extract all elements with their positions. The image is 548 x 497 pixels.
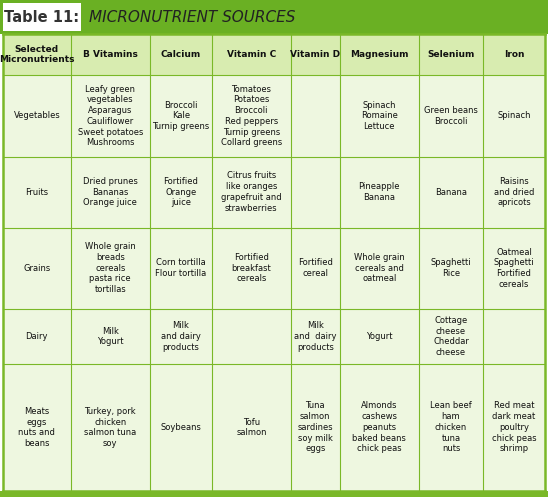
Text: Turkey, pork
chicken
salmon tuna
soy: Turkey, pork chicken salmon tuna soy: [84, 407, 136, 448]
Text: Green beans
Broccoli: Green beans Broccoli: [424, 106, 478, 126]
Text: Fruits: Fruits: [25, 187, 48, 196]
FancyBboxPatch shape: [3, 157, 545, 228]
Text: Milk
Yogurt: Milk Yogurt: [97, 327, 123, 346]
Text: Selected
Micronutrients: Selected Micronutrients: [0, 45, 75, 65]
FancyBboxPatch shape: [3, 75, 545, 157]
Text: Leafy green
vegetables
Asparagus
Cauliflower
Sweet potatoes
Mushrooms: Leafy green vegetables Asparagus Caulifl…: [78, 84, 143, 147]
Text: Fortified
cereal: Fortified cereal: [298, 258, 333, 278]
Text: Table 11:: Table 11:: [4, 9, 79, 24]
Text: Lean beef
ham
chicken
tuna
nuts: Lean beef ham chicken tuna nuts: [430, 402, 472, 453]
Text: Fortified
Orange
juice: Fortified Orange juice: [163, 177, 198, 207]
Text: Spaghetti
Rice: Spaghetti Rice: [431, 258, 471, 278]
FancyBboxPatch shape: [0, 0, 548, 34]
FancyBboxPatch shape: [3, 3, 81, 31]
Text: Milk
and dairy
products: Milk and dairy products: [161, 321, 201, 352]
Text: Calcium: Calcium: [161, 50, 201, 59]
Text: Selenium: Selenium: [427, 50, 475, 59]
Text: Red meat
dark meat
poultry
chick peas
shrimp: Red meat dark meat poultry chick peas sh…: [492, 402, 536, 453]
FancyBboxPatch shape: [3, 34, 545, 75]
Text: Iron: Iron: [504, 50, 524, 59]
Text: Dairy: Dairy: [26, 332, 48, 341]
Text: Raisins
and dried
apricots: Raisins and dried apricots: [494, 177, 534, 207]
Text: Tomatoes
Potatoes
Broccoli
Red peppers
Turnip greens
Collard greens: Tomatoes Potatoes Broccoli Red peppers T…: [221, 84, 282, 147]
Text: Grains: Grains: [23, 264, 50, 273]
FancyBboxPatch shape: [3, 309, 545, 364]
Text: Fortified
breakfast
cereals: Fortified breakfast cereals: [231, 253, 271, 283]
FancyBboxPatch shape: [3, 364, 545, 491]
Text: Citrus fruits
like oranges
grapefruit and
strawberries: Citrus fruits like oranges grapefruit an…: [221, 171, 282, 213]
Text: Whole grain
cereals and
oatmeal: Whole grain cereals and oatmeal: [354, 253, 404, 283]
Text: Oatmeal
Spaghetti
Fortified
cereals: Oatmeal Spaghetti Fortified cereals: [494, 248, 534, 289]
Text: Whole grain
breads
cereals
pasta rice
tortillas: Whole grain breads cereals pasta rice to…: [85, 242, 135, 294]
Text: Broccoli
Kale
Turnip greens: Broccoli Kale Turnip greens: [152, 100, 209, 131]
Text: Spinach
Romaine
Lettuce: Spinach Romaine Lettuce: [361, 100, 398, 131]
Text: Pineapple
Banana: Pineapple Banana: [358, 182, 400, 202]
Text: Almonds
cashews
peanuts
baked beans
chick peas: Almonds cashews peanuts baked beans chic…: [352, 402, 406, 453]
Text: Vegetables: Vegetables: [14, 111, 60, 120]
Text: Spinach: Spinach: [497, 111, 531, 120]
Text: MICRONUTRIENT SOURCES: MICRONUTRIENT SOURCES: [89, 9, 295, 24]
Text: Tuna
salmon
sardines
soy milk
eggs: Tuna salmon sardines soy milk eggs: [298, 402, 333, 453]
Text: Cottage
cheese
Cheddar
cheese: Cottage cheese Cheddar cheese: [433, 316, 469, 357]
Text: Meats
eggs
nuts and
beans: Meats eggs nuts and beans: [19, 407, 55, 448]
FancyBboxPatch shape: [3, 228, 545, 309]
Text: Soybeans: Soybeans: [161, 423, 201, 432]
Text: Banana: Banana: [435, 187, 467, 196]
Text: Magnesium: Magnesium: [350, 50, 408, 59]
Text: Dried prunes
Bananas
Orange juice: Dried prunes Bananas Orange juice: [83, 177, 138, 207]
Text: Vitamin C: Vitamin C: [227, 50, 276, 59]
Text: Yogurt: Yogurt: [366, 332, 392, 341]
Text: B Vitamins: B Vitamins: [83, 50, 138, 59]
Text: Vitamin D: Vitamin D: [290, 50, 340, 59]
Text: Tofu
salmon: Tofu salmon: [236, 417, 266, 437]
Text: Milk
and  dairy
products: Milk and dairy products: [294, 321, 336, 352]
FancyBboxPatch shape: [0, 491, 548, 497]
Text: Corn tortilla
Flour tortilla: Corn tortilla Flour tortilla: [155, 258, 207, 278]
